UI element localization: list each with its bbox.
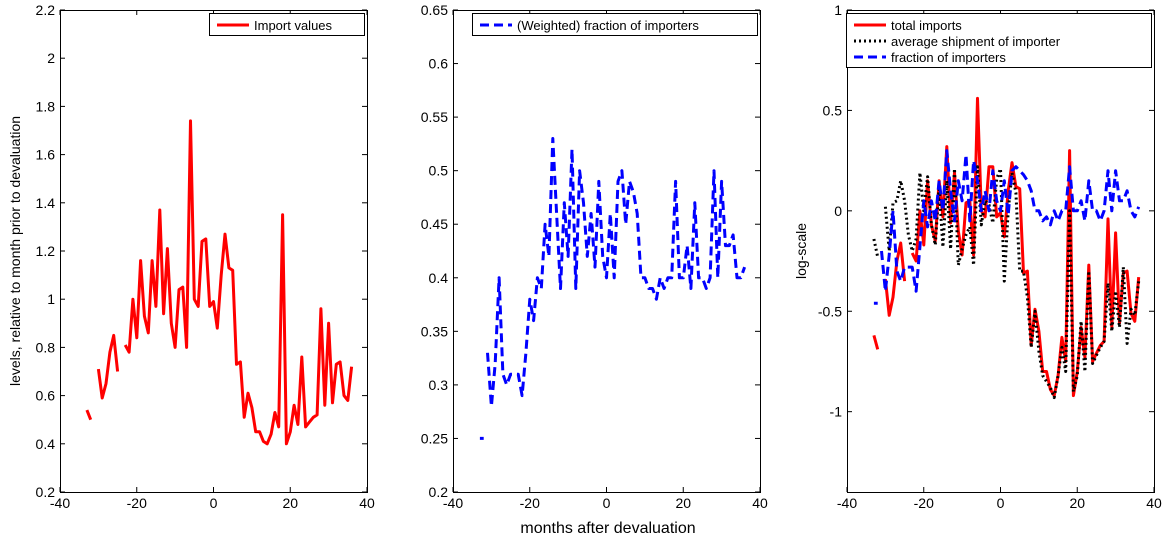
legend-entry: fraction of importers	[891, 50, 1006, 65]
y-axis-label: levels, relative to month prior to deval…	[7, 116, 23, 386]
x-tick-label: -20	[914, 495, 934, 511]
y-tick-label: 0.65	[421, 2, 448, 18]
x-tick-label: -20	[127, 495, 147, 511]
y-tick-label: 0.25	[421, 430, 448, 446]
y-tick-label: 1	[47, 291, 55, 307]
y-axis-label: log-scale	[793, 223, 809, 279]
x-tick-label: -40	[837, 495, 857, 511]
chart-panel-weighted-fraction: -40 -20 0 20 40 0.2 0.25 0.3 0.35 0.4 0.45 0.5 0.55 0…	[421, 2, 768, 537]
chart-panel-import-values: -40 -20 0 20 40 0.2 0.4 0.6 0.8 1 1.2 1.4 1.6 1.8 2 2.2…	[7, 2, 375, 511]
legend-entry: Import values	[254, 18, 333, 33]
y-tick-label: 0.3	[429, 377, 449, 393]
legend-box	[846, 13, 1152, 68]
y-tick-label: 1.4	[36, 195, 56, 211]
y-tick-label: 0	[834, 203, 842, 219]
y-tick-label: 0.6	[36, 388, 56, 404]
axes-box	[60, 10, 368, 493]
x-tick-label: 40	[359, 495, 375, 511]
y-tick-label: 1	[834, 2, 842, 18]
x-tick-label: -40	[443, 495, 463, 511]
x-tick-label: 40	[752, 495, 768, 511]
series-line-1-0	[479, 137, 747, 440]
axis-ticks: -40 -20 0 20 40 0.2 0.4 0.6 0.8 1 1.2 1.4 1.6 1.8 2 2.2	[36, 2, 375, 511]
series-line-2-2	[873, 149, 1141, 305]
y-tick-label: 0.55	[421, 109, 448, 125]
x-axis-label: months after devaluation	[520, 520, 695, 537]
y-tick-label: 0.5	[429, 163, 449, 179]
x-tick-label: 20	[282, 495, 298, 511]
y-tick-label: 0.6	[429, 56, 449, 72]
x-tick-label: 0	[603, 495, 611, 511]
y-tick-label: 2	[47, 50, 55, 66]
x-tick-label: 0	[210, 495, 218, 511]
series-line-2-1	[872, 165, 1141, 400]
series-line-0-0	[85, 119, 354, 446]
y-tick-label: 1.6	[36, 147, 56, 163]
series-lines	[872, 96, 1141, 400]
y-tick-label: -1	[830, 404, 843, 420]
x-tick-label: 40	[1146, 495, 1162, 511]
legend: (Weighted) fraction of importers	[472, 13, 758, 36]
axis-ticks: -40 -20 0 20 40 -1 -0.5 0 0.5 1	[818, 2, 1162, 511]
y-tick-label: 0.2	[36, 484, 56, 500]
legend-entry: average shipment of importer	[891, 34, 1061, 49]
y-tick-label: 2.2	[36, 2, 56, 18]
legend-box	[472, 13, 758, 36]
y-tick-label: 0.45	[421, 216, 448, 232]
legend: Import values	[209, 13, 365, 36]
y-tick-label: 0.35	[421, 323, 448, 339]
legend-entry: total imports	[891, 18, 962, 33]
x-tick-label: -20	[520, 495, 540, 511]
legend-entry: (Weighted) fraction of importers	[517, 18, 699, 33]
y-tick-label: 1.8	[36, 98, 56, 114]
legend-box	[209, 13, 365, 36]
series-lines	[85, 119, 354, 446]
y-tick-label: 0.4	[429, 270, 449, 286]
y-tick-label: 0.4	[36, 436, 56, 452]
x-tick-label: -40	[50, 495, 70, 511]
chart-panel-log-scale: -40 -20 0 20 40 -1 -0.5 0 0.5 1 total importsaver…	[793, 2, 1162, 511]
y-tick-label: 0.2	[429, 484, 449, 500]
y-tick-label: -0.5	[818, 303, 842, 319]
x-tick-label: 20	[675, 495, 691, 511]
axis-ticks: -40 -20 0 20 40 0.2 0.25 0.3 0.35 0.4 0.45 0.5 0.55 0…	[421, 2, 768, 511]
y-tick-label: 0.5	[823, 102, 843, 118]
x-tick-label: 0	[997, 495, 1005, 511]
y-tick-label: 0.8	[36, 339, 56, 355]
series-lines	[479, 137, 747, 440]
x-tick-label: 20	[1069, 495, 1085, 511]
y-tick-label: 1.2	[36, 243, 56, 259]
